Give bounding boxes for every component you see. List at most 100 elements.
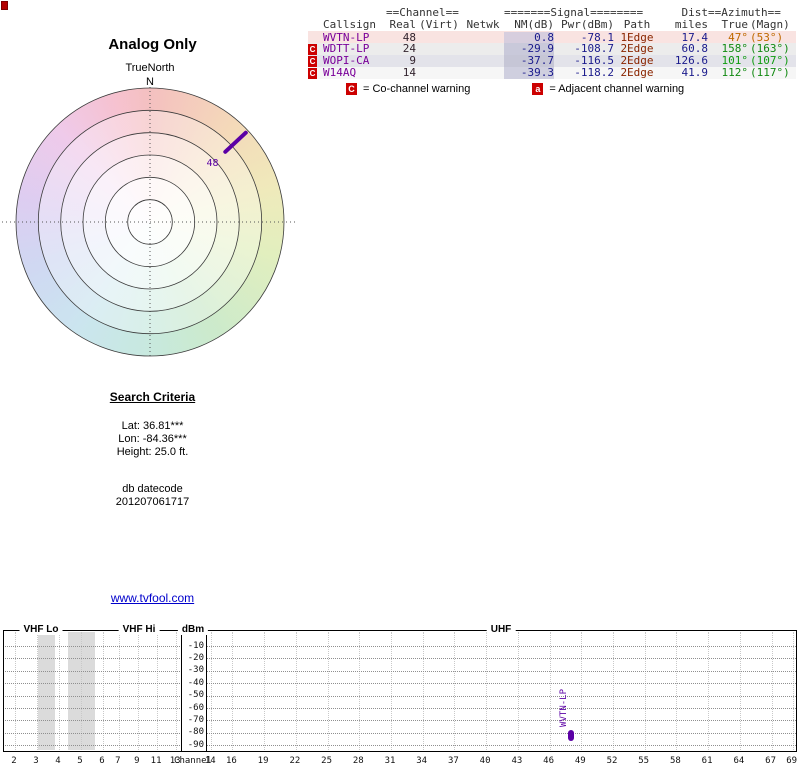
table-row: C WOPI-CA 9 -37.7 -116.5 2Edge 126.6 101… — [308, 55, 796, 67]
latitude-value: Lat: 36.81*** — [121, 420, 184, 432]
cell-nm: -29.9 — [504, 43, 554, 55]
grid-line — [207, 745, 796, 747]
x-tick-label: 28 — [352, 756, 364, 766]
warning-badge: C — [308, 68, 317, 79]
col-header-magn: (Magn) — [750, 18, 790, 31]
channel-grid-line — [103, 632, 104, 750]
channel-grid-line — [81, 632, 82, 750]
cell-miles: 17.4 — [681, 31, 709, 44]
channel-grid-line — [211, 632, 213, 750]
station-azimuth-marker — [223, 130, 248, 154]
station-table: ==Channel== =======Signal======== Dist =… — [308, 7, 796, 79]
col-header-real: Real — [389, 18, 417, 31]
cell-azimuth-true: 101° — [721, 54, 749, 67]
x-tick-label: 58 — [669, 756, 681, 766]
x-tick-label: 22 — [289, 756, 301, 766]
channel-grid-line — [118, 632, 120, 750]
signal-group-header: =======Signal======== — [504, 6, 644, 19]
grid-line — [207, 670, 796, 672]
cell-callsign: WVTN-LP — [323, 31, 370, 44]
channel-grid-line — [137, 632, 139, 750]
grid-line — [5, 708, 180, 709]
cell-azimuth-true: 47° — [728, 31, 748, 44]
y-tick-label: -20 — [187, 652, 204, 663]
grid-line — [5, 683, 180, 685]
true-north-label: TrueNorth — [125, 62, 175, 74]
x-tick-label: 16 — [225, 756, 237, 766]
cell-pwr: -116.5 — [574, 54, 614, 67]
grid-line — [5, 658, 180, 660]
cell-azimuth-true: 112° — [721, 66, 749, 79]
vhf-hi-section-label: VHF Hi — [118, 624, 160, 635]
x-tick-label: 64 — [733, 756, 745, 766]
tvfool-link[interactable]: www.tvfool.com — [110, 591, 195, 605]
radar-ring — [15, 87, 285, 357]
signal-marker — [567, 730, 574, 741]
cell-nm: -37.7 — [504, 55, 554, 67]
x-tick-label: 61 — [701, 756, 713, 766]
channel-grid-line — [454, 632, 456, 750]
x-tick-label: 2 — [11, 756, 17, 766]
search-criteria-heading: Search Criteria — [109, 390, 196, 404]
x-tick-label: 4 — [55, 756, 61, 766]
channel-grid-line — [327, 632, 329, 750]
x-tick-label: 11 — [150, 756, 162, 766]
cell-azimuth-magnetic: (117°) — [750, 66, 790, 79]
grid-line — [207, 720, 796, 722]
y-tick-label: -10 — [187, 640, 204, 651]
adjacent-channel-warning-icon: a — [532, 83, 544, 95]
x-tick-label: 9 — [134, 756, 140, 766]
height-value: Height: 25.0 ft. — [116, 446, 189, 458]
table-row: WVTN-LP 48 0.8 -78.1 1Edge 17.4 47° (53°… — [308, 31, 796, 44]
cell-real-channel: 48 — [402, 31, 416, 44]
channel-grid-line — [422, 632, 424, 750]
x-tick-label: 25 — [321, 756, 333, 766]
col-header-nm: NM(dB) — [514, 18, 554, 31]
cell-callsign: W14AQ — [323, 66, 357, 79]
channel-grid-line — [157, 632, 159, 750]
channel-group-header: ==Channel== — [386, 6, 459, 19]
grid-line — [5, 732, 180, 734]
cell-azimuth-magnetic: (163°) — [750, 42, 790, 55]
corner-artifact-icon — [1, 1, 8, 10]
col-header-miles: miles — [674, 18, 708, 31]
signal-marker-label: WVTN-LP — [558, 689, 569, 728]
grid-line — [207, 695, 796, 697]
channel-grid-line — [792, 632, 794, 750]
table-column-header-row: Callsign Real (Virt) Netwk NM(dB) Pwr(dB… — [308, 19, 796, 31]
radar-ring — [104, 176, 196, 268]
col-header-virt: (Virt) — [419, 18, 459, 31]
co-channel-warning-text: = Co-channel warning — [363, 83, 471, 95]
vhf-uhf-separator-line — [181, 631, 182, 751]
cell-callsign: WOPI-CA — [323, 54, 370, 67]
y-tick-label: -60 — [187, 702, 204, 713]
x-tick-label: 7 — [115, 756, 121, 766]
cell-azimuth-true: 158° — [721, 42, 749, 55]
channel-grid-line — [37, 632, 38, 750]
x-tick-label: 14 — [204, 756, 216, 766]
channel-grid-line — [644, 632, 646, 750]
radar-ring — [37, 109, 263, 335]
channel-grid-line — [613, 632, 614, 750]
cell-miles: 41.9 — [681, 66, 709, 79]
cell-path: 2Edge — [620, 42, 654, 55]
channel-grid-line — [359, 632, 361, 750]
cell-nm: -39.3 — [504, 67, 554, 79]
channel-grid-line — [15, 632, 16, 750]
db-datecode-label: db datecode — [122, 483, 183, 495]
channel-grid-line — [176, 632, 178, 750]
channel-grid-line — [549, 632, 551, 750]
x-tick-label: 69 — [786, 756, 798, 766]
grid-line — [5, 695, 180, 697]
cell-pwr: -108.7 — [574, 42, 614, 55]
y-tick-label: -70 — [187, 714, 204, 725]
col-header-callsign: Callsign — [323, 18, 376, 31]
channel-grid-line — [295, 632, 297, 750]
channel-grid-line — [517, 632, 519, 750]
x-tick-label: 40 — [479, 756, 491, 766]
radar-ring — [60, 132, 240, 312]
channel-grid-line — [486, 632, 488, 750]
search-criteria-panel: Search Criteria Lat: 36.81*** Lon: -84.3… — [0, 390, 305, 509]
signal-strength-chart: -10 -20 -30 -40 -50 -60 -70 -80 -90 WVTN-LP VHF L… — [3, 624, 798, 768]
grid-line — [207, 658, 796, 660]
